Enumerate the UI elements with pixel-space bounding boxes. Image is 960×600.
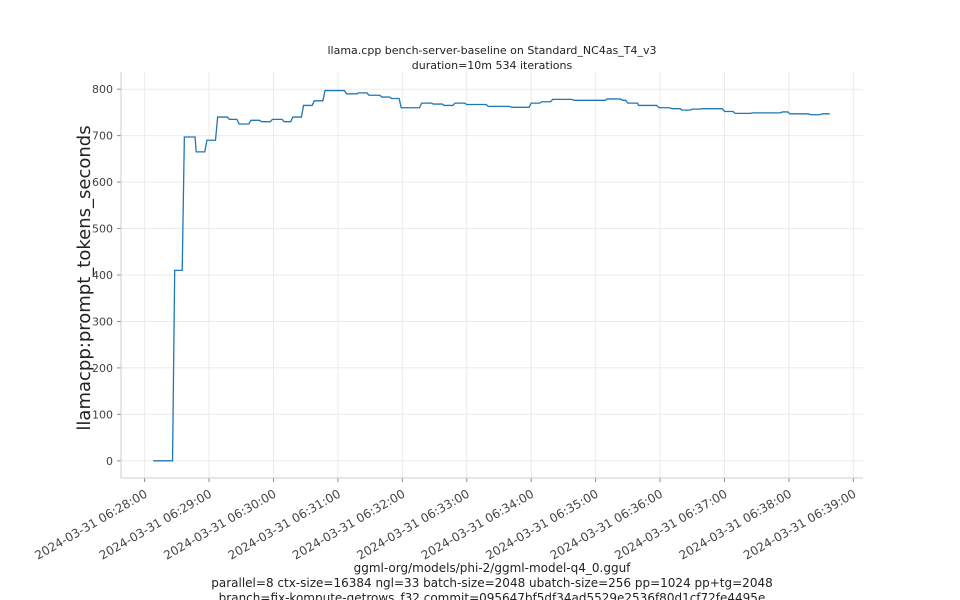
y-tick-label: 800 <box>92 83 113 96</box>
y-tick-label: 300 <box>92 315 113 328</box>
x-axis-label: ggml-org/models/phi-2/ggml-model-q4_0.gg… <box>354 561 632 575</box>
data-line <box>153 89 830 462</box>
x-tick-label: 2024-03-31 06:36:00 <box>548 487 665 563</box>
x-axis-label: branch=fix-kompute-getrows_f32 commit=09… <box>219 591 766 600</box>
x-tick-label: 2024-03-31 06:28:00 <box>32 487 149 563</box>
x-tick-label: 2024-03-31 06:34:00 <box>419 487 536 563</box>
x-tick-label: 2024-03-31 06:38:00 <box>677 487 794 563</box>
x-tick-label: 2024-03-31 06:32:00 <box>290 487 407 563</box>
y-tick-label: 100 <box>92 408 113 421</box>
y-tick-label: 200 <box>92 362 113 375</box>
x-tick-label: 2024-03-31 06:30:00 <box>161 487 278 563</box>
chart-subtitle: duration=10m 534 iterations <box>412 59 573 72</box>
y-tick-label: 700 <box>92 130 113 143</box>
y-tick-label: 0 <box>106 455 113 468</box>
y-tick-label: 500 <box>92 223 113 236</box>
x-tick-label: 2024-03-31 06:39:00 <box>741 487 858 563</box>
x-tick-label: 2024-03-31 06:35:00 <box>483 487 600 563</box>
chart-title: llama.cpp bench-server-baseline on Stand… <box>327 44 656 57</box>
x-tick-label: 2024-03-31 06:33:00 <box>354 487 471 563</box>
x-tick-label: 2024-03-31 06:31:00 <box>226 487 343 563</box>
x-tick-label: 2024-03-31 06:29:00 <box>97 487 214 563</box>
y-tick-label: 600 <box>92 176 113 189</box>
x-axis-label: parallel=8 ctx-size=16384 ngl=33 batch-s… <box>211 576 772 590</box>
x-tick-label: 2024-03-31 06:37:00 <box>612 487 729 563</box>
y-axis-label: llamacpp:prompt_tokens_seconds <box>74 125 95 430</box>
y-tick-label: 400 <box>92 269 113 282</box>
